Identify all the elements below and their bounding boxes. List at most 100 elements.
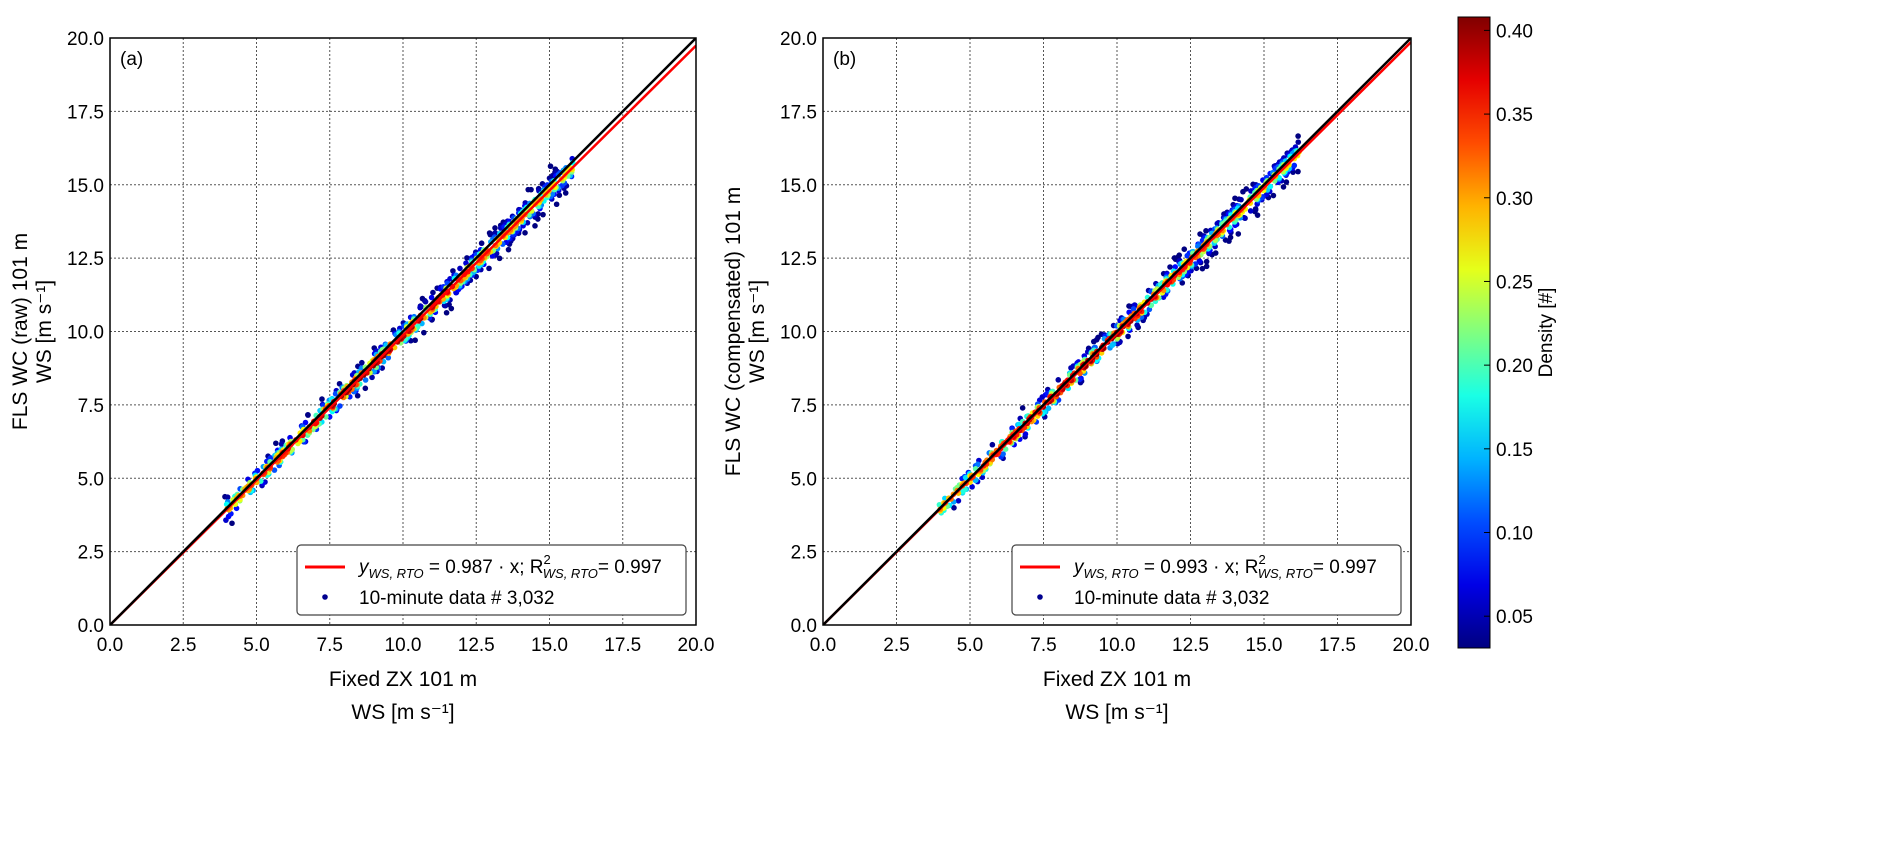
data-point [1172,264,1179,270]
data-point [1270,192,1277,199]
data-point [229,520,235,527]
data-point [553,201,560,208]
y-tick-label: 15.0 [67,176,104,197]
data-point [532,223,538,229]
data-point [441,302,448,309]
data-point [478,240,485,247]
x-axis-label: Fixed ZX 101 m [1043,668,1191,691]
y-tick-label: 0.0 [78,616,104,637]
x-tick-label: 0.0 [810,635,836,656]
y-tick-label: 17.5 [780,102,817,123]
legend-points-label: 10-minute data # 3,032 [359,588,554,609]
data-point [412,337,418,344]
data-point [1267,183,1274,190]
data-point [556,192,563,199]
data-point [562,190,569,196]
data-point [979,474,986,481]
data-point [1093,336,1100,343]
y-axis-unit-label: WS [m s⁻¹] [746,280,769,383]
y-tick-label: 2.5 [791,543,817,564]
data-point [1022,431,1029,437]
legend-box [1011,544,1402,616]
data-point [975,461,981,468]
data-point [1114,340,1121,347]
data-point [224,494,231,501]
legend-point-swatch [1037,594,1043,600]
legend-points-label: 10-minute data # 3,032 [1074,588,1269,609]
data-point [464,255,470,261]
data-point [418,304,424,310]
colorbar-tick-label: 0.30 [1496,189,1533,210]
y-tick-label: 0.0 [791,616,817,637]
x-tick-label: 12.5 [1172,635,1209,656]
data-point [362,377,369,383]
data-point [524,220,531,226]
data-point [1199,265,1206,272]
data-point [430,289,436,296]
data-point [278,441,285,447]
legend-fit-label-part: WS, RTO [1258,566,1313,581]
x-tick-label: 15.0 [1246,635,1283,656]
data-point [989,441,996,448]
data-point [547,163,554,170]
x-axis-unit-label: WS [m s⁻¹] [1065,701,1168,724]
data-point [505,246,512,253]
data-point [1193,265,1200,272]
data-point [359,359,365,366]
y-axis-label: FLS WC (compensated) 101 m [722,187,745,476]
data-point [1295,139,1302,145]
data-point [1000,451,1006,457]
data-point [273,440,279,447]
data-point [492,225,498,231]
x-tick-label: 17.5 [604,635,641,656]
data-point [522,230,528,236]
x-tick-label: 5.0 [243,635,269,656]
data-point [969,484,975,490]
data-point [421,329,427,336]
x-tick-label: 7.5 [317,635,343,656]
data-point [447,276,453,282]
data-point [1227,234,1234,241]
data-point [1045,405,1052,412]
y-tick-label: 2.5 [78,543,104,564]
data-point [1016,421,1022,428]
x-tick-label: 7.5 [1030,635,1056,656]
data-point [1203,258,1210,265]
data-point [1283,179,1290,185]
x-axis-unit-label: WS [m s⁻¹] [351,701,454,724]
data-point [354,392,361,399]
legend-fit-label-part: = 0.997 [598,557,662,578]
data-point [1280,184,1287,190]
data-point [305,412,311,418]
data-point [428,294,435,301]
colorbar-tick-label: 0.35 [1496,105,1533,126]
legend-fit-label-part: = 0.997 [1313,557,1377,578]
legend-fit-label-part: = 0.993 · x; R [1139,557,1259,578]
y-tick-label: 5.0 [791,469,817,490]
y-tick-label: 15.0 [780,176,817,197]
data-point [1295,133,1301,139]
legend-point-swatch [322,594,328,600]
y-tick-label: 12.5 [780,249,817,270]
data-point [1295,168,1301,175]
y-tick-label: 10.0 [780,323,817,344]
data-point [1002,446,1009,452]
data-point [1184,252,1191,259]
colorbar-tick-label: 0.05 [1496,607,1533,628]
data-point [332,391,339,397]
axes-frame [109,37,697,626]
x-tick-label: 17.5 [1319,635,1356,656]
legend-fit-label-part: y [357,557,370,578]
y-tick-label: 12.5 [67,249,104,270]
y-tick-label: 5.0 [78,469,104,490]
data-point [302,419,309,426]
colorbar-tick-label: 0.25 [1496,272,1533,293]
x-tick-label: 0.0 [97,635,123,656]
data-point [1247,208,1254,214]
colorbar-gradient [1457,16,1491,649]
legend-fit-label-part: WS, RTO [543,566,598,581]
x-tick-label: 15.0 [531,635,568,656]
colorbar-tick-label: 0.20 [1496,356,1533,377]
data-point [1181,246,1188,253]
colorbar: 0.05 0.10 0.15 0.20 0.25 0.30 0.35 0.40 Density … [1457,16,1557,649]
